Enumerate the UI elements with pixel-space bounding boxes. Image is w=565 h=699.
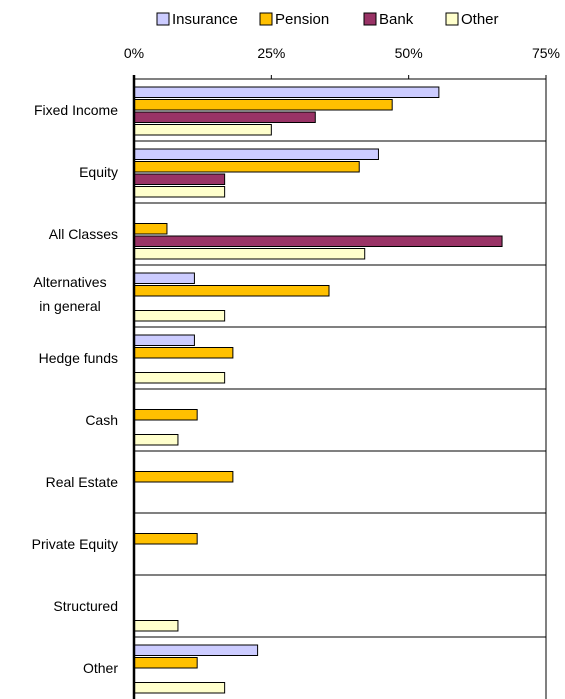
bar-other [133, 310, 226, 322]
bar-bank [133, 173, 226, 185]
bar-pension [133, 533, 198, 545]
bar-pension [133, 285, 330, 297]
legend-item-other: Other [445, 11, 499, 28]
bar-pension [133, 161, 360, 173]
bar-pension [133, 471, 234, 483]
bar-insurance [133, 148, 379, 160]
bar-bank [133, 235, 503, 247]
bar-insurance [133, 272, 195, 284]
bar-pension [133, 657, 198, 669]
legend-swatch [445, 12, 459, 26]
legend-label: Pension [275, 11, 329, 28]
bar-bank [133, 111, 316, 123]
legend-swatch [259, 12, 273, 26]
legend-swatch [156, 12, 170, 26]
bar-other [133, 434, 179, 446]
category-label: Private Equity [32, 536, 118, 552]
legend-label: Insurance [172, 11, 238, 28]
category-label: Real Estate [46, 474, 119, 490]
category-label: Hedge funds [39, 350, 118, 366]
bar-other [133, 682, 226, 694]
bar-other [133, 186, 226, 198]
category-label: All Classes [49, 226, 118, 242]
category-label: Cash [85, 412, 118, 428]
x-axis-tick-labels: 0% 25% 50% 75% [124, 45, 560, 61]
bar-other [133, 620, 179, 632]
legend-label: Bank [379, 11, 414, 28]
x-tick-label: 25% [257, 45, 285, 61]
plot-area [132, 75, 547, 699]
bar-pension [133, 347, 234, 359]
category-label: Fixed Income [34, 102, 118, 118]
x-tick-label: 0% [124, 45, 144, 61]
bar-pension [133, 223, 168, 235]
category-label: Structured [53, 598, 118, 614]
bar-insurance [133, 86, 440, 98]
legend-item-insurance: Insurance [156, 11, 238, 28]
category-labels: Fixed Income Equity All Classes Alternative… [32, 102, 119, 676]
bar-pension [133, 99, 393, 111]
legend-item-bank: Bank [363, 11, 414, 28]
bar-pension [133, 409, 198, 421]
category-label: Other [83, 660, 118, 676]
bar-other [133, 372, 226, 384]
bar-insurance [133, 334, 195, 346]
category-label: Alternatives in general [33, 274, 106, 314]
x-tick-label: 75% [532, 45, 560, 61]
bar-insurance [133, 644, 259, 656]
legend-item-pension: Pension [259, 11, 329, 28]
legend: Insurance Pension Bank Other [156, 11, 499, 28]
x-tick-label: 50% [395, 45, 423, 61]
bar-other [133, 248, 366, 260]
legend-swatch [363, 12, 377, 26]
category-label: Equity [79, 164, 118, 180]
legend-label: Other [461, 11, 499, 28]
bar-other [133, 124, 272, 136]
